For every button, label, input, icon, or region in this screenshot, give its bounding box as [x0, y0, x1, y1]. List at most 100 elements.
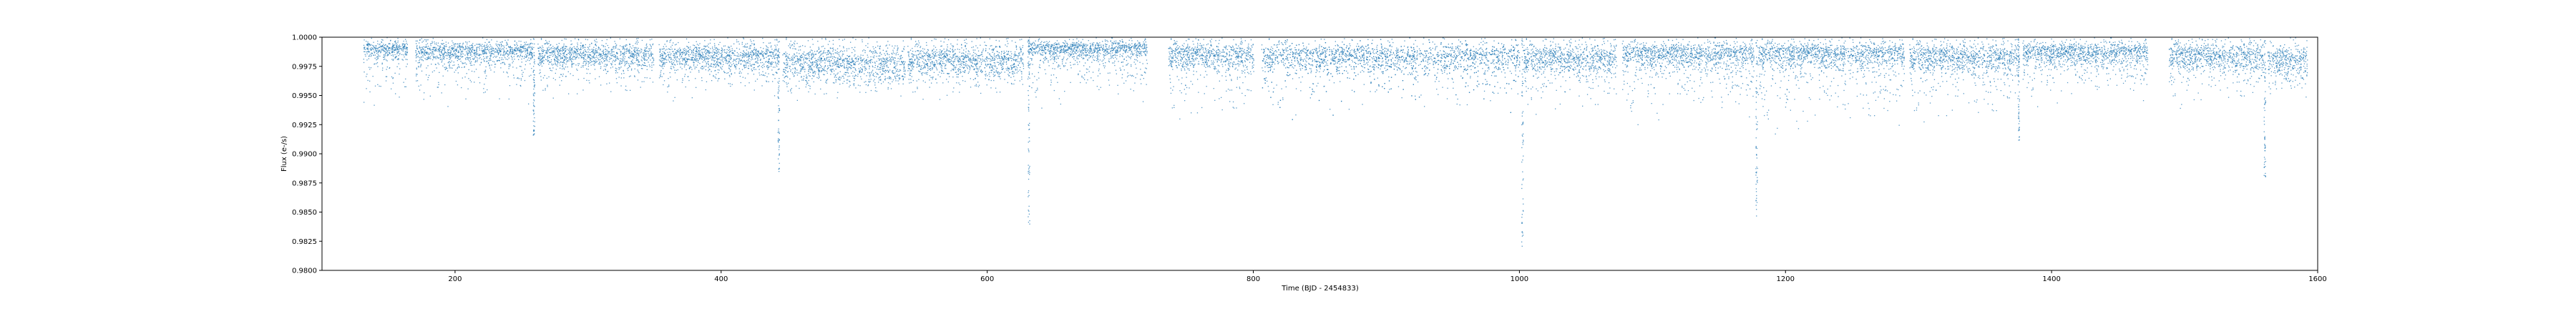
- flux-point: [626, 50, 628, 52]
- flux-point: [832, 47, 834, 49]
- flux-point: [489, 54, 491, 56]
- flux-point: [813, 76, 814, 77]
- flux-point: [382, 67, 384, 69]
- flux-point: [478, 77, 479, 78]
- flux-point: [753, 40, 754, 41]
- flux-point: [679, 47, 680, 49]
- flux-point: [527, 59, 528, 61]
- flux-point: [615, 57, 616, 59]
- flux-point: [786, 55, 788, 57]
- flux-point: [801, 54, 802, 56]
- flux-point: [727, 54, 728, 57]
- flux-point: [701, 80, 703, 82]
- flux-point: [489, 58, 491, 59]
- flux-point: [507, 59, 509, 60]
- flux-point: [815, 64, 816, 66]
- flux-point: [645, 47, 647, 49]
- flux-point: [504, 39, 506, 41]
- flux-point: [550, 47, 552, 49]
- flux-point: [550, 69, 552, 71]
- flux-point: [501, 49, 502, 51]
- flux-point: [628, 67, 629, 69]
- flux-point: [394, 41, 396, 43]
- flux-point: [733, 63, 734, 64]
- flux-point: [419, 39, 421, 41]
- flux-point: [530, 74, 532, 76]
- flux-point: [819, 69, 820, 72]
- flux-point: [416, 67, 417, 69]
- flux-point: [703, 52, 705, 53]
- flux-point: [750, 48, 751, 49]
- flux-point: [699, 50, 701, 52]
- flux-point: [704, 50, 706, 52]
- flux-point: [763, 74, 764, 76]
- flux-point: [392, 59, 394, 62]
- flux-point: [398, 59, 399, 61]
- flux-point: [867, 84, 869, 86]
- flux-point: [927, 49, 929, 51]
- flux-point: [744, 85, 746, 87]
- flux-point: [877, 65, 879, 67]
- flux-point: [770, 55, 771, 57]
- flux-point: [427, 77, 429, 78]
- flux-point: [421, 59, 422, 61]
- flux-point: [527, 52, 529, 54]
- flux-point: [849, 62, 850, 64]
- flux-point: [698, 54, 700, 55]
- flux-point: [787, 71, 789, 72]
- flux-point: [809, 72, 811, 73]
- flux-point: [809, 85, 811, 87]
- flux-point: [582, 54, 584, 57]
- flux-point: [462, 56, 464, 57]
- flux-point: [805, 57, 806, 59]
- flux-point: [699, 52, 701, 54]
- flux-point: [365, 55, 366, 57]
- flux-point: [716, 52, 718, 54]
- flux-point: [650, 47, 652, 49]
- flux-point: [579, 49, 580, 51]
- flux-point: [696, 59, 698, 61]
- flux-point: [530, 57, 532, 59]
- flux-point: [680, 63, 682, 64]
- flux-point: [707, 58, 708, 59]
- flux-point: [950, 59, 952, 61]
- flux-point: [867, 85, 869, 87]
- flux-point: [444, 52, 445, 53]
- flux-point: [711, 66, 712, 67]
- flux-point: [527, 47, 529, 49]
- flux-point: [688, 50, 689, 52]
- flux-point: [826, 57, 828, 58]
- flux-point: [723, 57, 725, 58]
- flux-point: [424, 54, 425, 56]
- flux-point: [784, 81, 785, 82]
- flux-point: [998, 74, 1000, 75]
- flux-point: [977, 75, 979, 77]
- flux-point: [443, 47, 444, 49]
- flux-point: [561, 80, 562, 82]
- flux-point: [706, 49, 707, 51]
- flux-point: [545, 52, 547, 54]
- flux-point: [380, 52, 381, 54]
- flux-point: [822, 56, 824, 57]
- flux-point: [703, 59, 705, 62]
- flux-point: [700, 54, 701, 55]
- flux-point: [630, 75, 631, 77]
- flux-point: [710, 39, 711, 41]
- flux-point: [967, 68, 968, 69]
- flux-point: [525, 61, 527, 62]
- flux-point: [718, 44, 720, 45]
- flux-point: [593, 46, 595, 48]
- flux-point: [809, 66, 811, 67]
- flux-point: [570, 52, 571, 54]
- flux-point: [758, 72, 760, 74]
- flux-point: [421, 46, 423, 48]
- flux-point: [477, 57, 478, 59]
- flux-point: [565, 54, 567, 56]
- flux-point: [424, 50, 425, 52]
- flux-point: [829, 69, 831, 71]
- flux-point: [392, 82, 394, 84]
- flux-point: [605, 73, 608, 74]
- flux-point: [746, 54, 748, 55]
- flux-point: [696, 55, 697, 57]
- flux-point: [736, 64, 738, 66]
